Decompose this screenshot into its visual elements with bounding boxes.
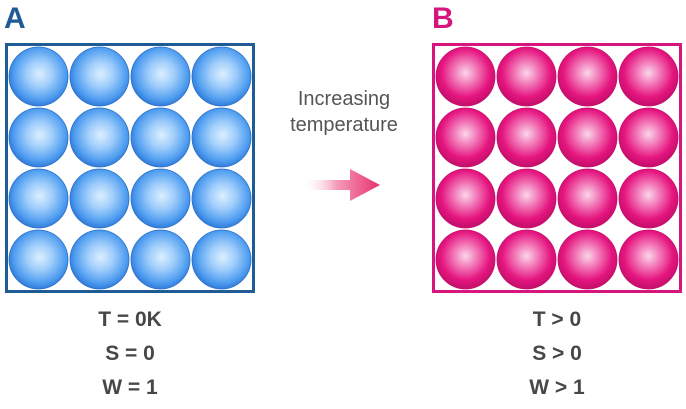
panel-b-particle: [496, 46, 557, 107]
panel-b-particle: [557, 46, 618, 107]
panel-b-particle: [435, 107, 496, 168]
panel-b-stats: T > 0 S > 0 W > 1: [432, 303, 682, 405]
panel-b-particle: [435, 168, 496, 229]
panel-b-particle: [557, 107, 618, 168]
panel-a-particle: [8, 46, 69, 107]
panel-b-particle: [618, 107, 679, 168]
panel-a-particle: [191, 46, 252, 107]
panel-a-particle: [191, 168, 252, 229]
panel-b-entropy: S > 0: [532, 342, 582, 365]
right-arrow-icon: [302, 169, 380, 201]
caption-line-2: temperature: [290, 114, 398, 136]
panel-b-temperature: T > 0: [532, 308, 582, 331]
temperature-caption: Increasing temperature: [255, 86, 433, 138]
panel-b-particle: [496, 229, 557, 290]
panel-b-particle: [435, 229, 496, 290]
panel-a-particle: [130, 46, 191, 107]
panel-a-particle: [69, 168, 130, 229]
panel-a-particle: [8, 168, 69, 229]
panel-a-temperature: T = 0K: [98, 308, 162, 331]
panel-b-particle: [496, 107, 557, 168]
panel-b-label: B: [432, 2, 454, 35]
panel-a-microstates: W = 1: [102, 376, 158, 399]
panel-b-particle: [618, 168, 679, 229]
panel-a-particle: [130, 229, 191, 290]
panel-b-particle: [618, 46, 679, 107]
panel-b-particle: [618, 229, 679, 290]
panel-a-particle-grid: [5, 43, 255, 293]
panel-a-stats: T = 0K S = 0 W = 1: [5, 303, 255, 405]
panel-a-particle: [130, 168, 191, 229]
panel-b-particle: [557, 229, 618, 290]
panel-a-label: A: [4, 2, 26, 35]
panel-b-particles: [435, 46, 679, 290]
panel-b-particle-grid: [432, 43, 682, 293]
panel-a-particle: [8, 107, 69, 168]
panel-a-particle: [191, 229, 252, 290]
panel-b-microstates: W > 1: [529, 376, 585, 399]
panel-a-particle: [8, 229, 69, 290]
caption-line-1: Increasing: [297, 88, 391, 110]
panel-b-particle: [557, 168, 618, 229]
panel-a-particle: [130, 107, 191, 168]
panel-b-particle: [435, 46, 496, 107]
panel-a-entropy: S = 0: [105, 342, 155, 365]
panel-a-particles: [8, 46, 252, 290]
panel-a-particle: [69, 107, 130, 168]
panel-a-particle: [191, 107, 252, 168]
panel-b-particle: [496, 168, 557, 229]
panel-a-particle: [69, 46, 130, 107]
panel-a-particle: [69, 229, 130, 290]
